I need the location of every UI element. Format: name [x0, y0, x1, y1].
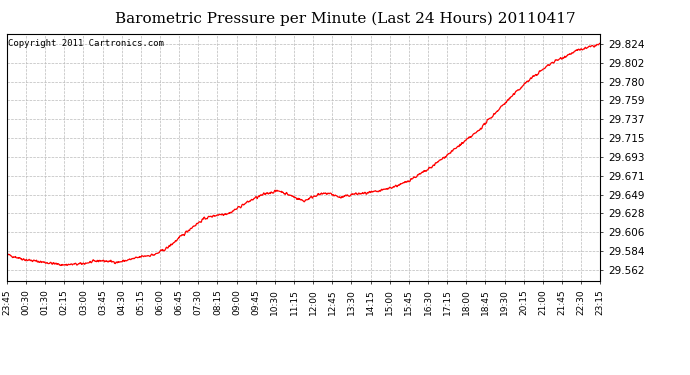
Text: Barometric Pressure per Minute (Last 24 Hours) 20110417: Barometric Pressure per Minute (Last 24 … [115, 11, 575, 26]
Text: Copyright 2011 Cartronics.com: Copyright 2011 Cartronics.com [8, 39, 164, 48]
